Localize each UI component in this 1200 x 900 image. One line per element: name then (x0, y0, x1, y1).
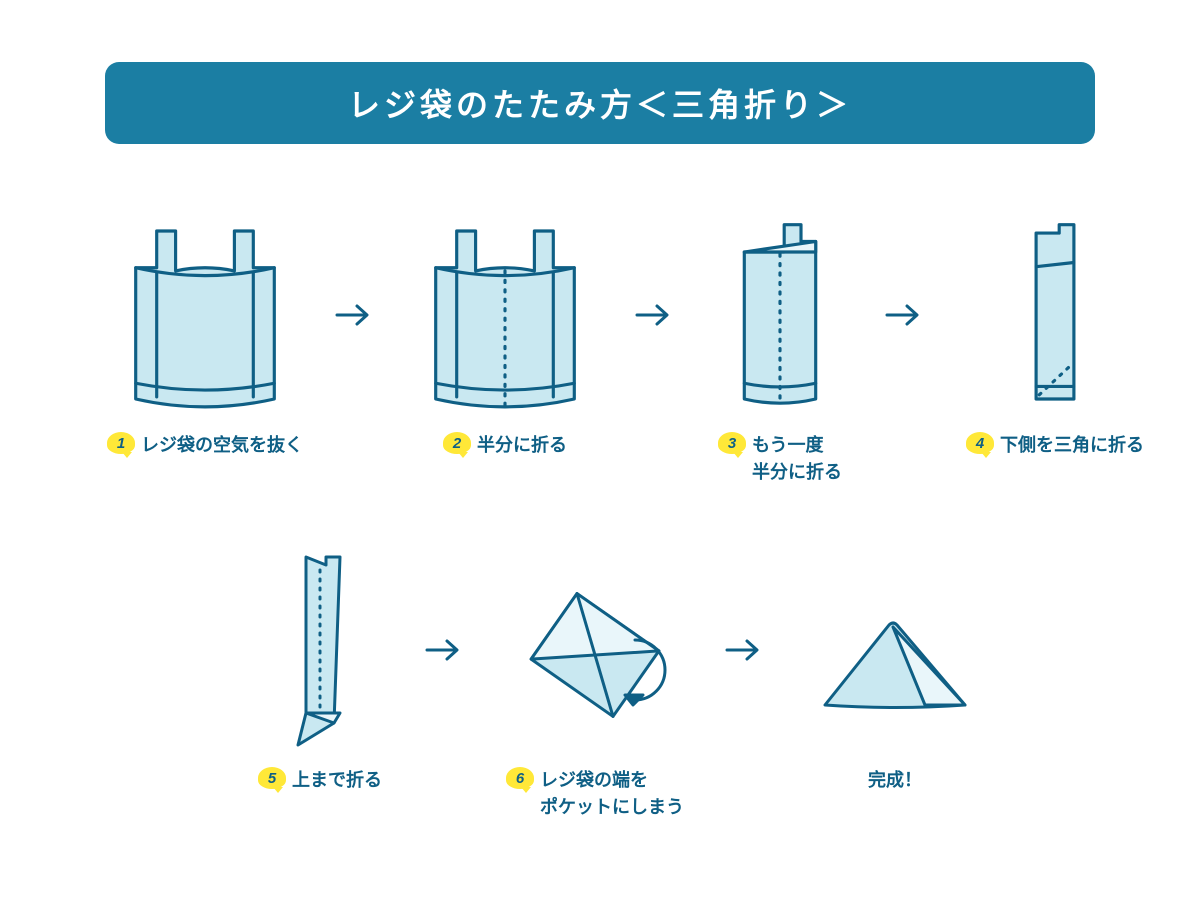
title-banner: レジ袋のたたみ方＜三角折り＞ (105, 62, 1095, 144)
badge-3: 3 (718, 432, 746, 454)
bag-full-icon (95, 210, 315, 420)
badge-2: 2 (443, 432, 471, 454)
caption-text-final: 完成！ (868, 767, 922, 794)
arrow-icon (883, 210, 927, 420)
arrow-icon (423, 545, 467, 755)
badge-6: 6 (506, 767, 534, 789)
caption-text-5: 上まで折る (292, 767, 382, 794)
tuck-icon (485, 545, 705, 755)
strip-icon (945, 210, 1165, 420)
step-1: 1 レジ袋の空気を抜く (95, 210, 315, 459)
title-text: レジ袋のたたみ方＜三角折り＞ (348, 80, 852, 126)
caption-4: 4 下側を三角に折る (945, 432, 1165, 459)
arrow-icon (723, 545, 767, 755)
caption-text-1: レジ袋の空気を抜く (141, 432, 303, 459)
step-final: 完成！ (785, 545, 1005, 794)
caption-final: 完成！ (785, 767, 1005, 794)
caption-2: 2 半分に折る (395, 432, 615, 459)
badge-1: 1 (107, 432, 135, 454)
caption-3: 3 もう一度 半分に折る (695, 432, 865, 486)
caption-6: 6 レジ袋の端を ポケットにしまう (485, 767, 705, 821)
arrow-icon (633, 210, 677, 420)
step-3: 3 もう一度 半分に折る (695, 210, 865, 486)
caption-text-4: 下側を三角に折る (1000, 432, 1144, 459)
caption-text-6: レジ袋の端を ポケットにしまう (540, 767, 684, 821)
bag-half-icon (695, 210, 865, 420)
strip-folding-icon (235, 545, 405, 755)
triangle-icon (785, 545, 1005, 755)
arrow-icon (333, 210, 377, 420)
caption-text-2: 半分に折る (477, 432, 567, 459)
step-6: 6 レジ袋の端を ポケットにしまう (485, 545, 705, 821)
step-2: 2 半分に折る (395, 210, 615, 459)
caption-1: 1 レジ袋の空気を抜く (95, 432, 315, 459)
steps-row-1: 1 レジ袋の空気を抜く 2 半分に折る (95, 210, 1165, 486)
steps-row-2: 5 上まで折る 6 レジ袋の端を ポケットにしまう (235, 545, 1005, 821)
bag-fold-icon (395, 210, 615, 420)
badge-5: 5 (258, 767, 286, 789)
caption-5: 5 上まで折る (235, 767, 405, 794)
step-4: 4 下側を三角に折る (945, 210, 1165, 459)
step-5: 5 上まで折る (235, 545, 405, 794)
caption-text-3: もう一度 半分に折る (752, 432, 842, 486)
badge-4: 4 (966, 432, 994, 454)
